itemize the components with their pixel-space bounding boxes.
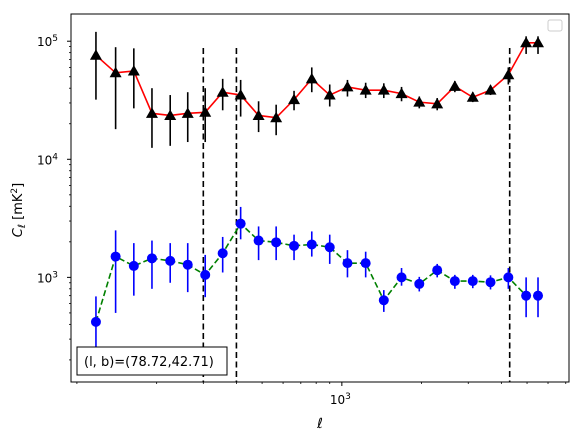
data-point-circle: [533, 290, 544, 301]
y-axis-label-sub: ℓ: [17, 224, 28, 228]
data-point-triangle: [216, 86, 229, 97]
data-point-triangle: [234, 89, 247, 100]
data-point-triangle: [395, 87, 408, 99]
data-point-circle: [271, 237, 282, 248]
x-axis-label: ℓ: [316, 416, 323, 432]
annotation-text: (l, b)=(78.72,42.71): [84, 355, 214, 370]
data-point-triangle: [413, 96, 426, 107]
data-point-triangle: [502, 68, 515, 80]
data-point-triangle: [288, 93, 301, 105]
axis-ticks: 103 104 105 103: [37, 34, 567, 407]
data-point-triangle: [109, 66, 122, 78]
data-point-triangle: [127, 64, 140, 76]
data-point-circle: [165, 255, 176, 266]
data-point-circle: [324, 242, 335, 253]
data-point-circle: [467, 276, 478, 287]
data-point-triangle: [199, 106, 212, 117]
data-point-circle: [146, 253, 157, 264]
plot-area: [89, 31, 545, 382]
series-0: [89, 31, 545, 148]
data-point-circle: [253, 235, 264, 246]
data-point-circle: [128, 260, 139, 271]
y-axis-label-unit-open: [mK: [11, 193, 26, 220]
data-point-triangle: [89, 49, 102, 60]
y-axis-label-unit-sup: 2: [10, 188, 20, 194]
series-layer: [89, 31, 545, 360]
data-point-circle: [306, 239, 317, 250]
x-tick-label: 103: [330, 392, 351, 407]
data-point-triangle: [323, 89, 336, 100]
data-point-circle: [521, 290, 532, 301]
y-tick-label: 103: [37, 270, 58, 285]
vertical-reference-lines: [202, 48, 511, 382]
data-point-triangle: [181, 107, 194, 118]
annotation-box: (l, b)=(78.72,42.71): [76, 346, 228, 376]
y-axis-label-unit-close: ]: [11, 183, 26, 188]
data-point-triangle: [520, 36, 533, 48]
legend-box: [547, 19, 563, 32]
data-point-circle: [414, 278, 425, 289]
data-point-triangle: [305, 72, 318, 84]
data-point-circle: [432, 265, 443, 276]
data-point-circle: [90, 316, 101, 327]
data-point-circle: [235, 218, 246, 229]
series-1: [90, 206, 544, 360]
data-point-circle: [182, 259, 193, 270]
data-point-triangle: [532, 36, 545, 48]
y-tick-label: 104: [37, 152, 58, 167]
data-point-circle: [378, 295, 389, 306]
y-tick-label: 105: [37, 34, 58, 49]
data-point-triangle: [431, 97, 444, 109]
series-line: [95, 41, 539, 119]
data-point-circle: [110, 251, 121, 262]
y-axis-label-main: C: [11, 227, 26, 237]
data-point-circle: [360, 258, 371, 269]
data-point-circle: [342, 258, 353, 269]
data-point-triangle: [359, 84, 372, 95]
y-axis-label: Cℓ [mK2]: [10, 183, 28, 237]
data-point-triangle: [377, 84, 390, 95]
data-point-circle: [449, 276, 460, 287]
data-point-triangle: [145, 107, 158, 118]
data-point-triangle: [466, 91, 479, 102]
data-point-triangle: [252, 109, 265, 120]
annotation-frame: [76, 346, 228, 376]
data-point-circle: [289, 240, 300, 251]
plot-frame: [70, 13, 570, 383]
data-point-circle: [217, 248, 228, 259]
data-point-circle: [200, 269, 211, 280]
data-point-circle: [396, 272, 407, 283]
series-line: [95, 222, 539, 323]
data-point-triangle: [484, 84, 497, 95]
data-point-triangle: [341, 80, 354, 92]
data-point-triangle: [164, 109, 177, 120]
data-point-circle: [485, 277, 496, 288]
data-point-circle: [503, 272, 514, 283]
data-point-triangle: [448, 80, 461, 91]
data-point-triangle: [270, 111, 283, 123]
